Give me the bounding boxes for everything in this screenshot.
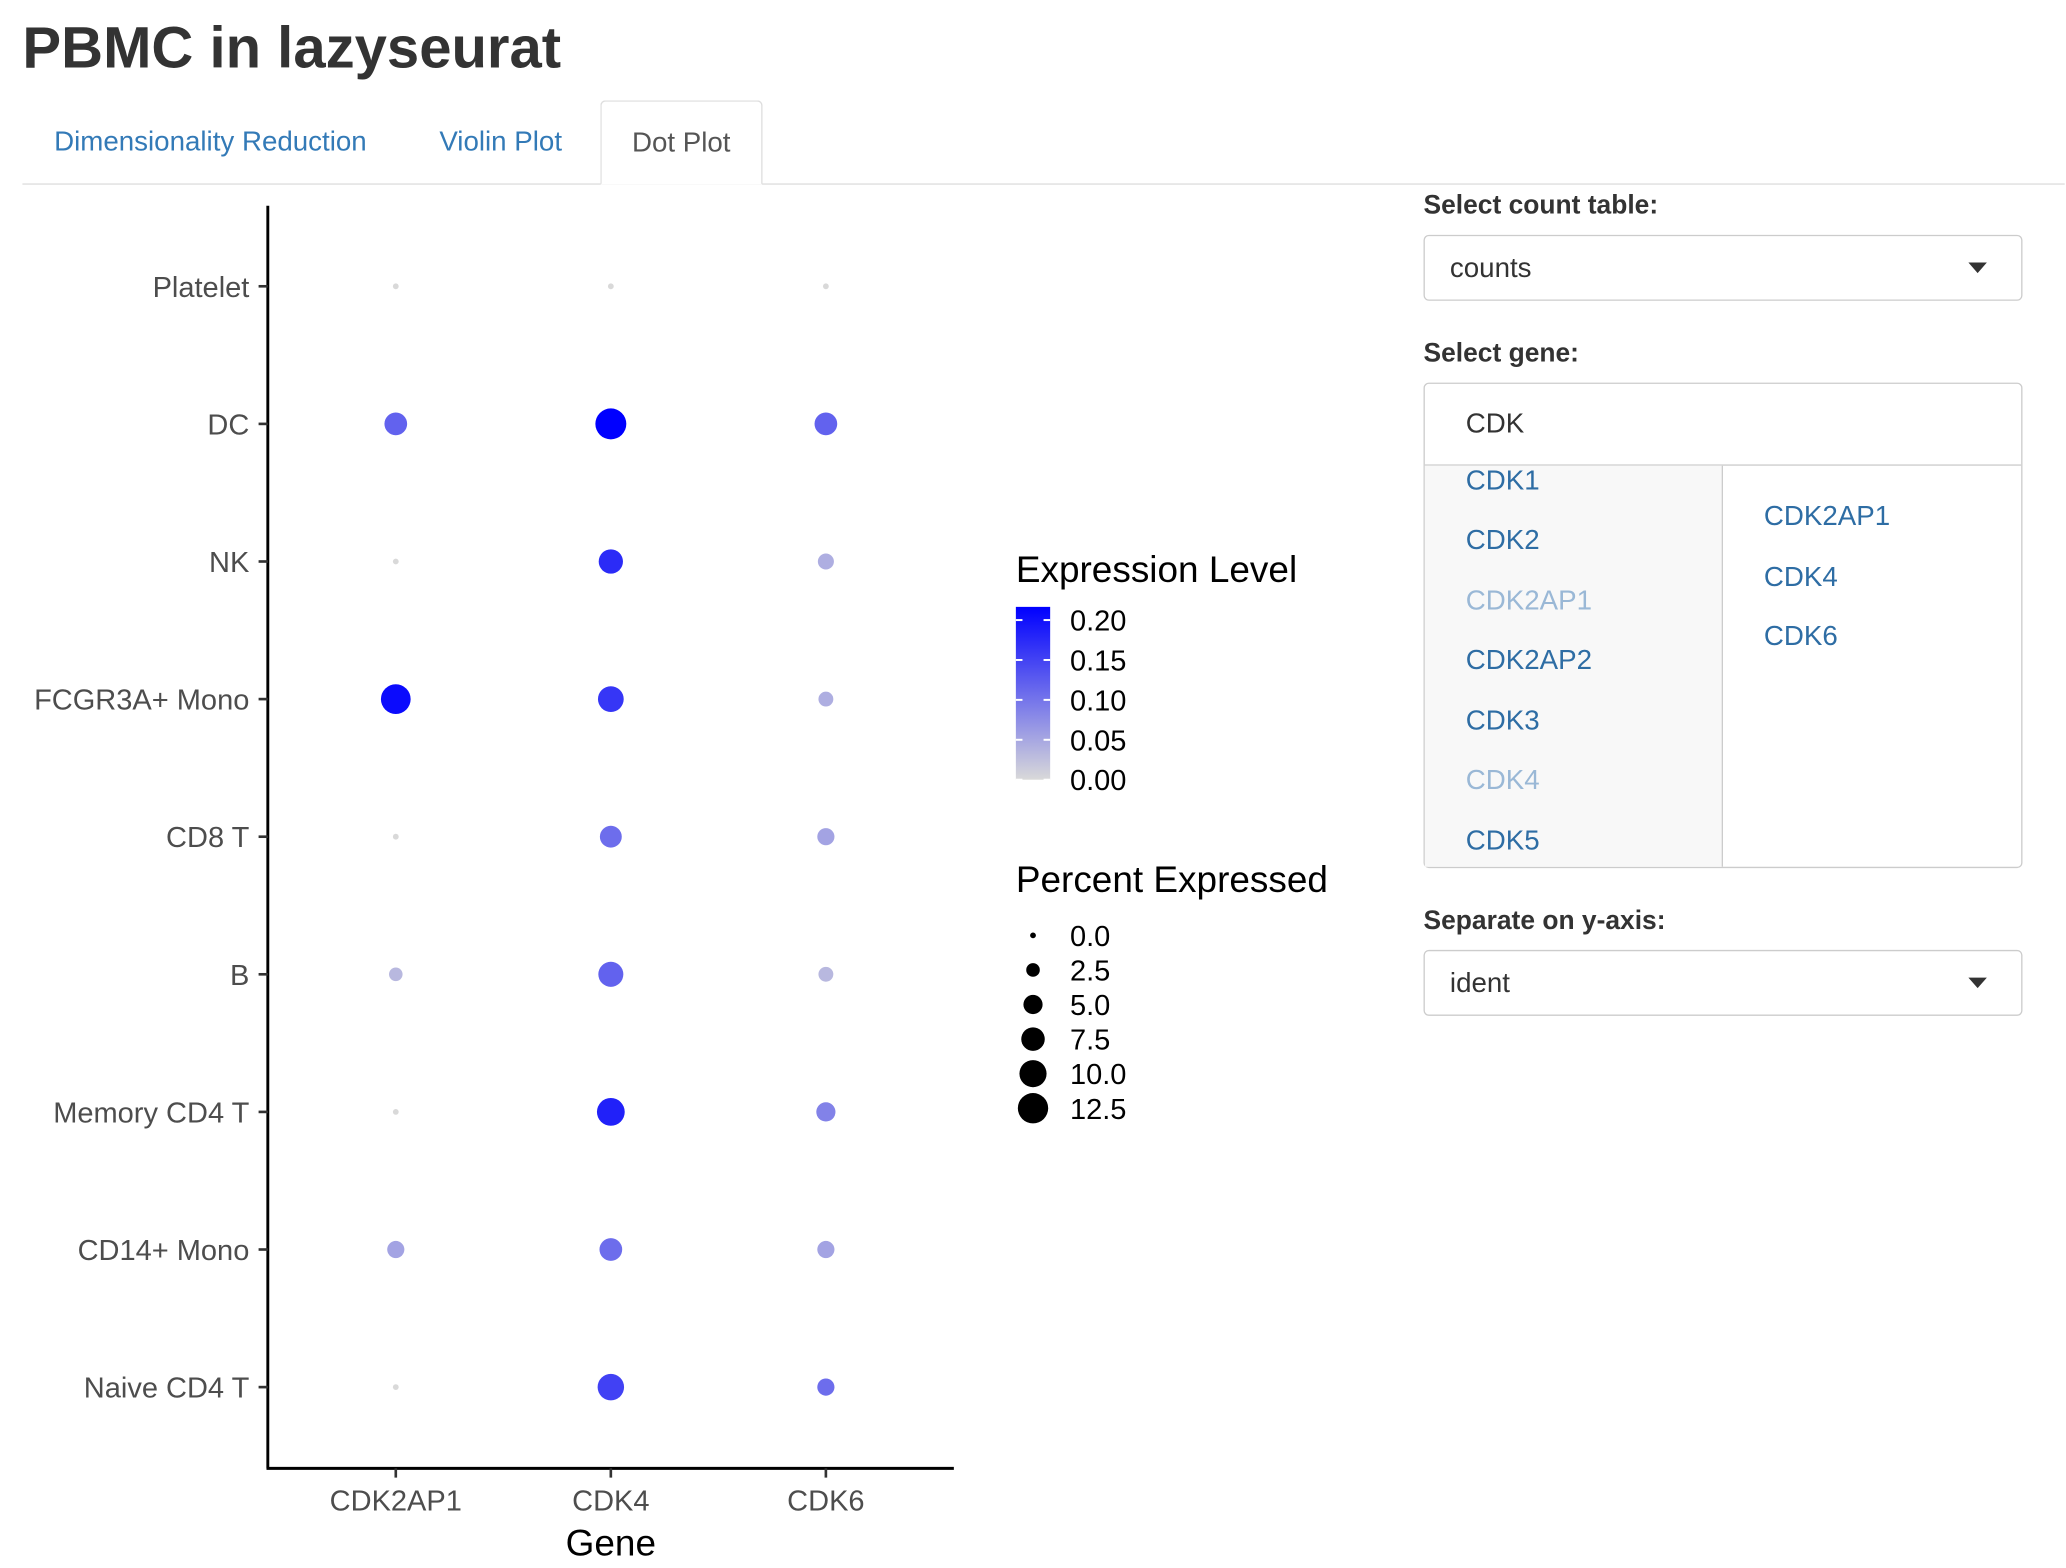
color-legend-label: 0.10 [1070, 685, 1126, 717]
selected-gene-item[interactable]: CDK2AP1 [1763, 501, 1891, 532]
gene-options-list[interactable]: CDK1 CDK2 CDK2AP1 CDK2AP2 CDK3 CDK4 CDK5 [1424, 465, 1724, 867]
dot-point [597, 686, 624, 712]
size-legend-dot [1017, 1093, 1049, 1124]
x-tick-label: CDK4 [572, 1486, 649, 1518]
y-axis-label: Separate on y-axis: [1423, 906, 1666, 936]
y-tick-label: B [230, 960, 249, 992]
size-legend-dot [1030, 932, 1036, 939]
size-legend-dot [1021, 1027, 1045, 1051]
dot-point [384, 412, 408, 436]
dot-point [392, 1384, 399, 1391]
y-tick-label: Memory CD4 T [53, 1097, 249, 1129]
dot-point [380, 684, 411, 714]
count-table-label: Select count table: [1423, 191, 1659, 221]
tab-bar: Dimensionality Reduction Violin Plot Dot… [22, 100, 2065, 185]
selected-gene-item[interactable]: CDK6 [1763, 621, 1838, 652]
size-legend-label: 12.5 [1070, 1094, 1126, 1126]
dot-point [816, 1102, 836, 1122]
x-tick-label: CDK6 [787, 1486, 864, 1518]
size-legend-label: 5.0 [1070, 990, 1110, 1022]
tab-dimensionality-reduction[interactable]: Dimensionality Reduction [54, 126, 367, 157]
color-legend-label: 0.05 [1070, 725, 1126, 757]
gene-option[interactable]: CDK3 [1465, 705, 1540, 737]
gene-multiselect: CDK CDK1 CDK2 CDK2AP1 CDK2AP2 CDK3 CDK4 … [1423, 382, 2023, 869]
gene-option[interactable]: CDK2AP2 [1465, 645, 1593, 676]
y-tick-label: Platelet [153, 272, 250, 304]
y-tick-label: DC [207, 409, 249, 441]
dot-point [389, 967, 403, 982]
y-axis-value: ident [1449, 968, 1511, 999]
size-legend-label: 2.5 [1070, 956, 1110, 988]
x-tick-label: CDK2AP1 [330, 1486, 462, 1518]
dot-point [599, 825, 622, 848]
size-legend-label: 10.0 [1070, 1059, 1126, 1091]
dot-plot-chart: Platelet DC NK FCGR3A+ Mono CD8 T B Memory CD4… [34, 205, 1328, 1563]
count-table-value: counts [1449, 253, 1532, 284]
gene-label: Select gene: [1423, 339, 1579, 369]
dot-point [817, 1240, 835, 1259]
dot-point [817, 553, 834, 570]
gene-option[interactable]: CDK1 [1465, 465, 1540, 497]
y-tick-label: Naive CD4 T [84, 1373, 250, 1405]
page-title: PBMC in lazyseurat [22, 15, 562, 81]
dot-point [392, 1109, 399, 1115]
gene-search-input[interactable]: CDK [1424, 384, 2022, 466]
gene-option[interactable]: CDK2 [1465, 525, 1540, 556]
color-legend-bar [1015, 606, 1051, 780]
dot-point [392, 558, 399, 565]
size-legend-label: 7.5 [1070, 1025, 1110, 1057]
dot-point [598, 961, 624, 987]
y-tick-label: CD14+ Mono [78, 1235, 250, 1267]
gene-search-text: CDK [1465, 408, 1525, 440]
dot-point [822, 283, 829, 290]
dot-point [814, 412, 838, 436]
color-legend-title: Expression Level [1016, 549, 1297, 590]
size-legend-dot [1026, 963, 1040, 977]
dot-point [817, 828, 835, 846]
color-legend-label: 0.00 [1070, 765, 1126, 797]
size-legend-title: Percent Expressed [1016, 859, 1328, 900]
y-tick-label: NK [209, 547, 250, 579]
dot-point [392, 283, 399, 290]
tab-dot-plot[interactable]: Dot Plot [600, 100, 763, 185]
size-legend-dot [1019, 1060, 1047, 1088]
dot-point [597, 1373, 625, 1401]
size-legend-dot [1023, 994, 1043, 1015]
dot-point [595, 408, 627, 440]
y-tick-label: CD8 T [166, 822, 250, 854]
dot-point [607, 283, 614, 290]
dot-point [817, 1378, 835, 1396]
tab-violin-plot[interactable]: Violin Plot [439, 126, 563, 157]
size-legend-label: 0.0 [1070, 921, 1110, 953]
color-legend-label: 0.15 [1070, 646, 1126, 678]
chevron-down-icon [1968, 977, 1987, 989]
gene-option[interactable]: CDK4 [1465, 765, 1540, 796]
dot-point [598, 549, 623, 574]
chevron-down-icon [1968, 262, 1987, 274]
selected-genes-list: CDK2AP1 CDK4 CDK6 [1723, 466, 2021, 867]
gene-option[interactable]: CDK2AP1 [1465, 585, 1593, 617]
gene-option[interactable]: CDK5 [1465, 825, 1540, 857]
x-axis-title: Gene [566, 1522, 656, 1563]
dot-point [818, 966, 834, 982]
dot-point [392, 833, 399, 840]
dot-point [596, 1098, 625, 1126]
y-axis-select[interactable]: ident [1423, 949, 2023, 1016]
dot-point [387, 1240, 405, 1259]
color-legend-label: 0.20 [1070, 606, 1126, 638]
dot-point [599, 1238, 623, 1261]
y-tick-label: FCGR3A+ Mono [34, 685, 249, 717]
dot-point [818, 691, 834, 707]
selected-gene-item[interactable]: CDK4 [1763, 562, 1838, 593]
count-table-select[interactable]: counts [1423, 234, 2023, 301]
